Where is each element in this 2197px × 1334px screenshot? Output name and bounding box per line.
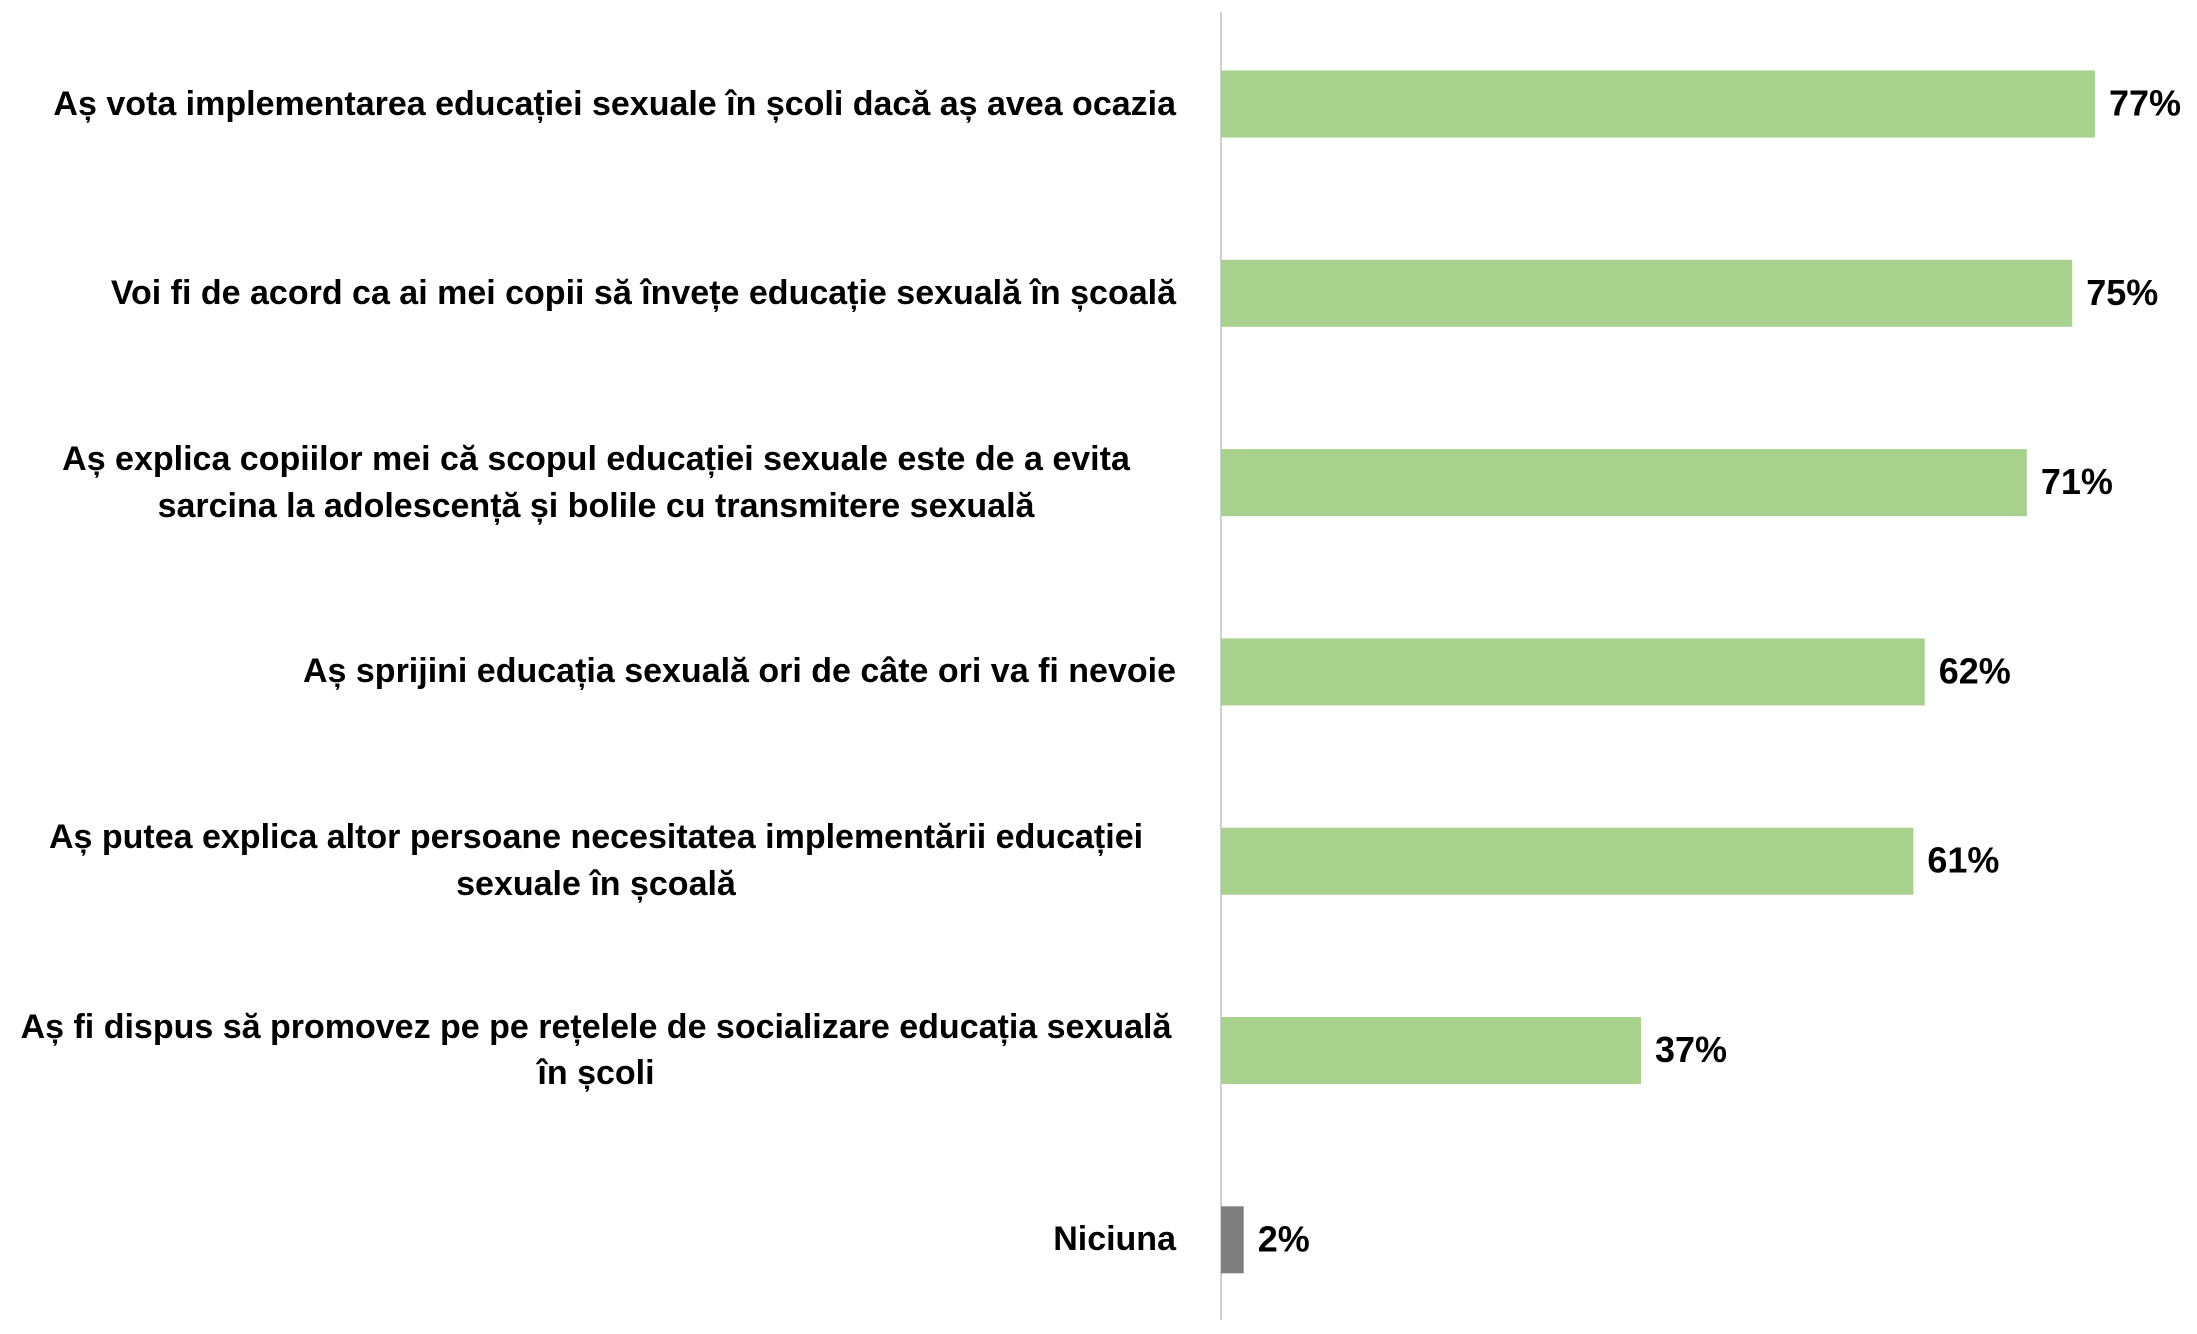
value-label: 37% (1655, 1029, 1727, 1070)
bar (1221, 638, 1925, 706)
category-label: Voi fi de acord ca ai mei copii să înveț… (110, 273, 1176, 312)
value-label: 77% (2109, 83, 2181, 124)
bar (1221, 259, 2073, 327)
category-label: Aș explica copiilor mei că scopul educaț… (62, 439, 1130, 525)
value-label: 62% (1939, 650, 2011, 691)
category-label: Aș fi dispus să promovez pe pe rețelele … (20, 1007, 1172, 1093)
category-label: Aș putea explica altor persoane necesita… (48, 818, 1144, 904)
category-label: Niciuna (1053, 1220, 1176, 1259)
bar (1221, 827, 1914, 895)
value-label: 2% (1258, 1218, 1310, 1259)
bar (1221, 1206, 1244, 1274)
bar (1221, 70, 2095, 138)
value-label: 61% (1927, 840, 1999, 881)
value-label: 71% (2041, 461, 2113, 502)
bar (1221, 449, 2027, 517)
value-label: 75% (2086, 272, 2158, 313)
category-label: Aș sprijini educația sexuală ori de câte… (302, 652, 1176, 691)
category-label: Aș vota implementarea educației sexuale … (53, 84, 1176, 123)
bar (1221, 1017, 1641, 1084)
